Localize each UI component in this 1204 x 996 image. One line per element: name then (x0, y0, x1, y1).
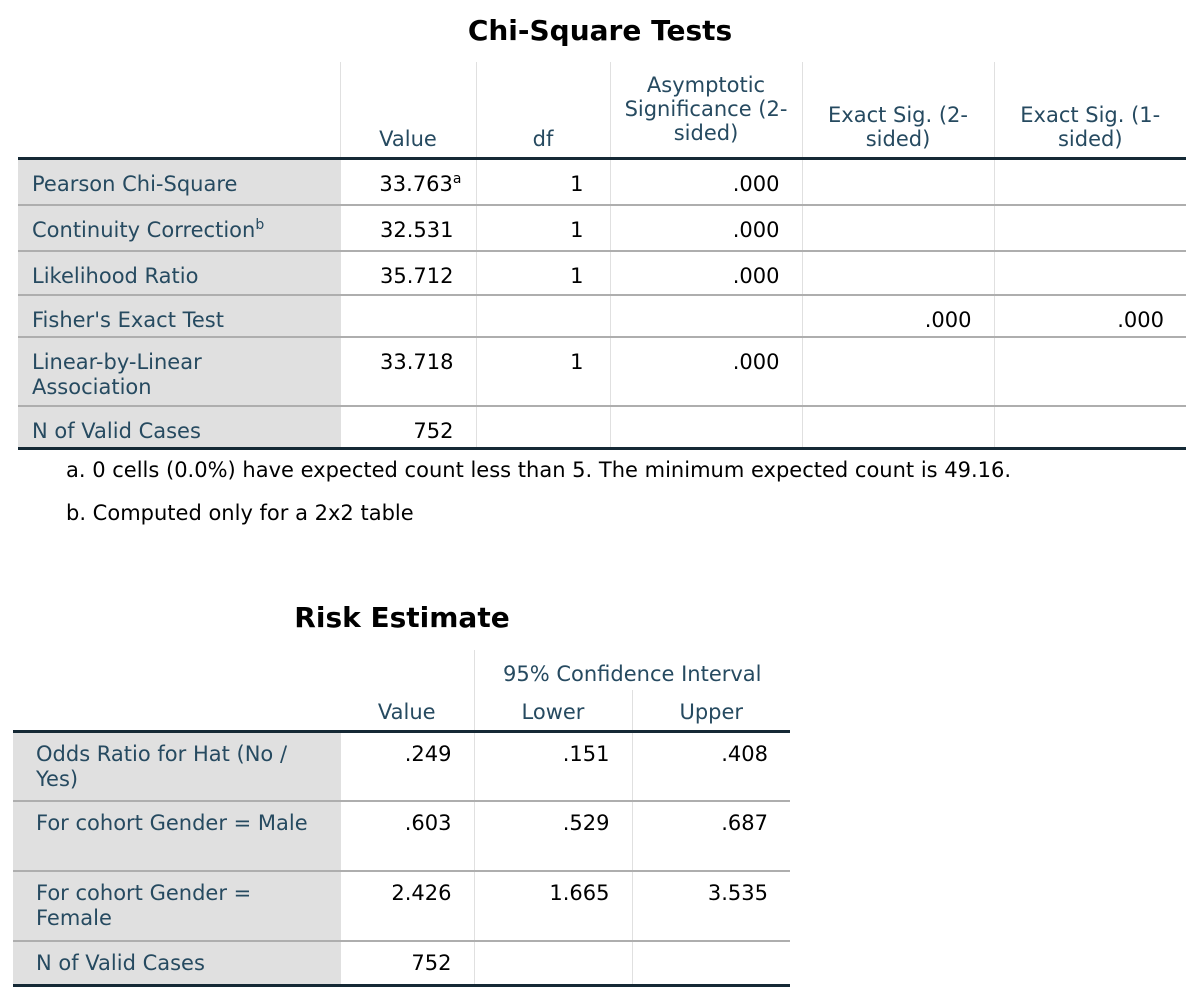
asym-cell: .000 (609, 336, 802, 406)
row-label-text: Linear-by-Linear Association (32, 350, 202, 399)
df-cell (475, 405, 610, 450)
exact2-cell (801, 156, 994, 205)
value-cell: 33.763a (339, 156, 476, 205)
value-cell: 752 (339, 405, 476, 450)
value-cell: 752 (339, 940, 474, 987)
asym-cell: .000 (609, 204, 802, 251)
row-label-text: Pearson Chi-Square (32, 171, 238, 196)
lower-cell: 1.665 (473, 870, 632, 941)
value-cell: .249 (339, 729, 474, 801)
upper-cell: .408 (631, 729, 790, 801)
table-row: For cohort Gender = Female 2.426 1.665 3.53… (13, 870, 790, 941)
df-cell: 1 (475, 156, 610, 205)
row-label: Pearson Chi-Square (18, 156, 340, 205)
value-cell: 33.718 (339, 336, 476, 406)
risk-estimate-title: Risk Estimate (294, 601, 510, 634)
lower-cell: .529 (473, 800, 632, 871)
header-blank (340, 650, 474, 690)
exact2-cell (801, 405, 994, 450)
header-confidence-interval: 95% Confidence Interval (473, 650, 790, 690)
table-row: Linear-by-Linear Association 33.718 1.000 (18, 336, 1186, 406)
exact2-cell (801, 250, 994, 295)
row-label: For cohort Gender = Female (13, 870, 340, 941)
value-cell: 35.712 (339, 250, 476, 295)
value-cell (339, 294, 476, 337)
row-label: Linear-by-Linear Association (18, 336, 340, 406)
header-lower: Lower (473, 690, 632, 731)
upper-cell: .687 (631, 800, 790, 871)
value-cell: 32.531 (339, 204, 476, 251)
header-exact-sig-1-sided: Exact Sig. (1-sided) (993, 62, 1186, 158)
footnote-marker: a (452, 170, 462, 187)
table-row: Odds Ratio for Hat (No / Yes) .249.151.40… (13, 729, 790, 801)
df-cell (475, 294, 610, 337)
df-cell: 1 (475, 250, 610, 295)
header-value: Value (377, 699, 436, 724)
footnote-marker: b (255, 217, 265, 233)
header-exact-sig-2-sided: Exact Sig. (2-sided) (801, 62, 994, 158)
exact1-cell: .000 (993, 294, 1186, 337)
footnote-b: b. Computed only for a 2x2 table (66, 501, 414, 525)
table-row: N of Valid Cases 752 (13, 940, 790, 987)
table-row: Pearson Chi-Square 33.763a 1.000 (18, 156, 1186, 205)
table-row: Fisher's Exact Test .000.000 (18, 294, 1186, 337)
value-text: 35.712 (380, 264, 454, 288)
row-label-text: Fisher's Exact Test (32, 308, 224, 332)
header-blank (13, 690, 340, 731)
row-label: Odds Ratio for Hat (No / Yes) (13, 729, 340, 801)
row-label-text: Likelihood Ratio (32, 264, 199, 288)
asym-cell (609, 294, 802, 337)
value-text: 32.531 (380, 218, 454, 242)
table-row: Continuity Correctionb 32.531 1.000 (18, 204, 1186, 251)
upper-cell (631, 940, 790, 987)
exact1-cell (993, 204, 1186, 251)
header-upper: Upper (631, 690, 790, 731)
table-row: Likelihood Ratio 35.712 1.000 (18, 250, 1186, 295)
table-row: For cohort Gender = Male .603.529.687 (13, 800, 790, 871)
header-df: df (475, 62, 610, 158)
exact1-cell (993, 156, 1186, 205)
value-cell: .603 (339, 800, 474, 871)
row-label-text: Continuity Correction (32, 218, 256, 242)
row-label: Likelihood Ratio (18, 250, 340, 295)
table-row: N of Valid Cases 752 (18, 405, 1186, 450)
lower-cell: .151 (473, 729, 632, 801)
df-cell: 1 (475, 204, 610, 251)
value-cell: 2.426 (339, 870, 474, 941)
row-label-text: N of Valid Cases (32, 419, 201, 443)
asym-cell: .000 (609, 250, 802, 295)
value-text: 752 (413, 419, 454, 443)
row-label: N of Valid Cases (18, 405, 340, 450)
header-value: Value (339, 62, 476, 158)
df-cell: 1 (475, 336, 610, 406)
exact1-cell (993, 405, 1186, 450)
upper-cell: 3.535 (631, 870, 790, 941)
row-label: For cohort Gender = Male (13, 800, 340, 871)
footnote-a: a. 0 cells (0.0%) have expected count le… (66, 458, 1012, 482)
asym-cell: .000 (609, 156, 802, 205)
chi-square-title: Chi-Square Tests (467, 14, 733, 47)
exact2-cell (801, 336, 994, 406)
row-label: Fisher's Exact Test (18, 294, 340, 337)
value-text: 33.763 (379, 171, 453, 196)
exact2-cell: .000 (801, 294, 994, 337)
exact2-cell (801, 204, 994, 251)
header-blank (13, 650, 340, 690)
asym-cell (609, 405, 802, 450)
row-label: N of Valid Cases (13, 940, 340, 987)
header-blank (18, 62, 340, 158)
chi-square-table: Value df Asymptotic Significance (2-side… (18, 62, 1186, 450)
row-label: Continuity Correctionb (18, 204, 340, 251)
risk-estimate-table: 95% Confidence Interval Value Lower Uppe… (13, 650, 790, 987)
exact1-cell (993, 250, 1186, 295)
lower-cell (473, 940, 632, 987)
header-asymptotic-significance: Asymptotic Significance (2-sided) (609, 62, 802, 158)
value-text: 33.718 (380, 350, 454, 374)
exact1-cell (993, 336, 1186, 406)
